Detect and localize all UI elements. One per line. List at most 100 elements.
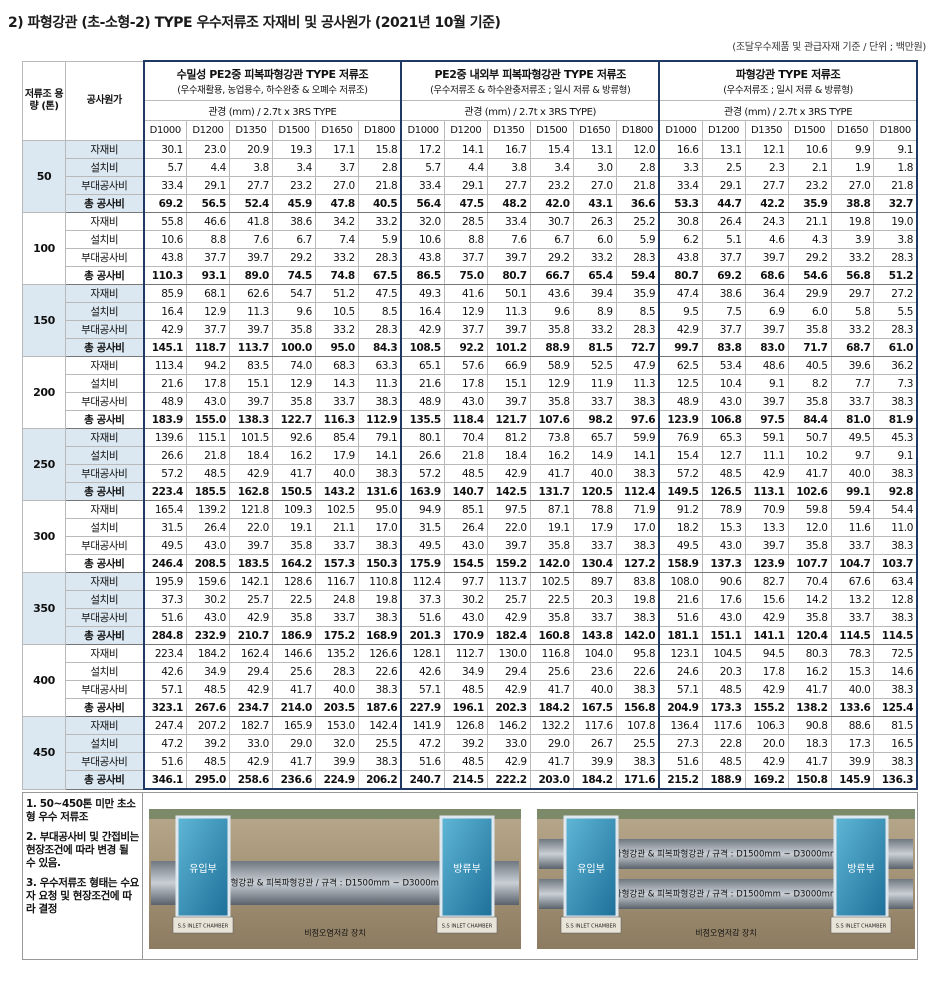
cost-value: 41.6 xyxy=(443,284,488,303)
cost-value: 38.3 xyxy=(873,680,919,699)
cost-value: 17.1 xyxy=(314,140,359,159)
cost-value: 142.4 xyxy=(357,716,403,735)
cost-value: 138.2 xyxy=(787,698,832,717)
cost-value: 39.9 xyxy=(572,752,617,771)
cost-value: 123.9 xyxy=(744,554,789,573)
cost-value: 70.4 xyxy=(443,428,488,447)
cost-value: 34.2 xyxy=(314,212,359,231)
cost-value: 35.8 xyxy=(787,608,832,627)
cost-value: 28.3 xyxy=(873,248,919,267)
cost-value: 2.8 xyxy=(615,158,661,177)
cost-value: 184.2 xyxy=(185,644,230,663)
cost-value: 80.3 xyxy=(787,644,832,663)
cost-value: 37.7 xyxy=(443,320,488,339)
cost-value: 126.6 xyxy=(357,644,403,663)
cost-value: 97.7 xyxy=(443,572,488,591)
cost-value: 92.2 xyxy=(443,338,488,357)
cost-value: 114.5 xyxy=(830,626,875,645)
cost-value: 120.4 xyxy=(787,626,832,645)
cost-value: 57.2 xyxy=(658,464,703,483)
cost-value: 40.0 xyxy=(830,464,875,483)
pipe-label: 파형강관 & 피복파형강관 / 규격 : D1500mm ~ D3000mm xyxy=(614,889,838,900)
cost-value: 81.5 xyxy=(873,716,919,735)
cost-value: 17.2 xyxy=(400,140,445,159)
cost-value: 204.9 xyxy=(658,698,703,717)
cost-value: 33.7 xyxy=(314,608,359,627)
cost-value: 46.6 xyxy=(185,212,230,231)
cost-item: 설치비 xyxy=(65,734,144,753)
cost-value: 40.5 xyxy=(787,356,832,375)
cost-value: 23.2 xyxy=(271,176,316,195)
cost-value: 41.7 xyxy=(529,680,574,699)
cost-value: 187.6 xyxy=(357,698,403,717)
cost-value: 19.8 xyxy=(830,212,875,231)
data-row: 총 공사비 183.9 155.0 138.3 122.7 116.3 112.9 135.5… xyxy=(23,410,919,429)
cost-value: 74.8 xyxy=(314,266,359,285)
cost-value: 139.6 xyxy=(142,428,187,447)
cost-value: 24.6 xyxy=(658,662,703,681)
cost-value: 33.0 xyxy=(228,734,273,753)
cost-value: 3.4 xyxy=(529,158,574,177)
cost-value: 29.0 xyxy=(271,734,316,753)
cost-value: 17.3 xyxy=(830,734,875,753)
cost-value: 9.9 xyxy=(830,140,875,159)
cost-value: 22.8 xyxy=(701,734,746,753)
device-label: 비점오염저감 장치 xyxy=(304,928,365,938)
cost-value: 19.1 xyxy=(271,518,316,537)
cost-value: 48.5 xyxy=(701,464,746,483)
cost-value: 3.9 xyxy=(830,230,875,249)
cost-value: 33.2 xyxy=(572,320,617,339)
cost-value: 39.7 xyxy=(486,536,531,555)
cost-value: 43.0 xyxy=(701,608,746,627)
cost-value: 86.5 xyxy=(400,266,445,285)
cost-value: 145.1 xyxy=(142,338,187,357)
cost-value: 13.1 xyxy=(572,140,617,159)
cost-value: 41.7 xyxy=(787,752,832,771)
tank-base xyxy=(436,916,498,934)
cost-value: 17.9 xyxy=(314,446,359,465)
cost-value: 39.7 xyxy=(228,392,273,411)
cost-value: 49.3 xyxy=(400,284,445,303)
cost-value: 95.0 xyxy=(357,500,403,519)
cost-value: 158.9 xyxy=(658,554,703,573)
header-row: 저류조 용량 (톤) 공사원가 수밀성 PE2중 피복파형강관 TYPE 저류조 (우… xyxy=(22,60,918,141)
diameter: D1500 xyxy=(787,120,832,141)
cost-value: 12.9 xyxy=(529,374,574,393)
cost-value: 80.7 xyxy=(486,266,531,285)
cost-value: 137.3 xyxy=(701,554,746,573)
cost-header: 공사원가 xyxy=(65,60,144,141)
cost-value: 142.0 xyxy=(529,554,574,573)
spec-row: 관경 (mm) / 2.7t x 3RS TYPE 관경 (mm) / 2.7t … xyxy=(23,100,918,121)
cost-value: 163.9 xyxy=(400,482,445,501)
cost-value: 39.7 xyxy=(486,248,531,267)
cost-item: 부대공사비 xyxy=(65,248,144,267)
cost-value: 35.8 xyxy=(787,320,832,339)
footer: 1. 50~450톤 미만 초소형 우수 저류조 2. 부대공사비 및 간접비는 … xyxy=(22,792,918,960)
cost-value: 51.2 xyxy=(314,284,359,303)
cost-value: 11.3 xyxy=(357,374,403,393)
cost-value: 39.9 xyxy=(314,752,359,771)
cost-value: 208.5 xyxy=(185,554,230,573)
cost-value: 14.1 xyxy=(357,446,403,465)
cost-value: 184.2 xyxy=(572,770,617,790)
cost-value: 67.6 xyxy=(830,572,875,591)
cost-value: 40.0 xyxy=(314,680,359,699)
cost-item: 설치비 xyxy=(65,158,144,177)
cost-value: 31.5 xyxy=(400,518,445,537)
data-row: 총 공사비 323.1 267.6 234.7 214.0 203.5 187.6 227.9… xyxy=(23,698,919,717)
data-row: 부대공사비 42.9 37.7 39.7 35.8 33.2 28.3 42.9 37.7 39.… xyxy=(23,320,919,339)
cost-value: 67.5 xyxy=(357,266,403,285)
data-row: 부대공사비 43.8 37.7 39.7 29.2 33.2 28.3 43.8 37.7 39.… xyxy=(23,248,919,267)
tank-base xyxy=(830,916,892,934)
cost-value: 59.4 xyxy=(830,500,875,519)
diameter: D1200 xyxy=(701,120,746,141)
cost-value: 168.9 xyxy=(357,626,403,645)
cost-value: 99.7 xyxy=(658,338,703,357)
cost-value: 165.4 xyxy=(142,500,187,519)
cost-value: 27.7 xyxy=(486,176,531,195)
cost-value: 35.8 xyxy=(271,392,316,411)
cost-value: 17.0 xyxy=(357,518,403,537)
cost-item: 부대공사비 xyxy=(65,680,144,699)
note: 1. 50~450톤 미만 초소형 우수 저류조 xyxy=(26,798,136,823)
device-label: 비점오염저감 장치 xyxy=(695,928,756,938)
